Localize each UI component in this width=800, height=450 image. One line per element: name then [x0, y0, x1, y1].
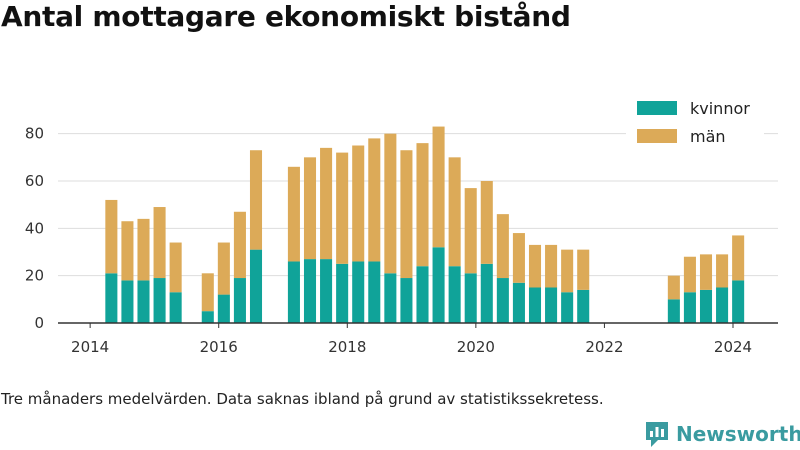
- legend-swatch: [637, 101, 677, 115]
- bar-kvinnor: [732, 280, 745, 323]
- bar-kvinnor: [201, 311, 214, 323]
- chart-title: Antal mottagare ekonomiskt bistånd: [1, 0, 571, 33]
- bar-man: [577, 249, 590, 290]
- brand-logo: Newsworthy: [644, 420, 800, 448]
- bar-kvinnor: [137, 280, 150, 323]
- bar-man: [303, 157, 317, 260]
- bar-man: [448, 157, 461, 267]
- bar-man: [336, 152, 349, 264]
- y-tick-label: 60: [25, 172, 44, 190]
- x-tick-label: 2022: [585, 338, 623, 356]
- bar-man: [320, 147, 333, 260]
- bar-man: [512, 233, 525, 283]
- bar-kvinnor: [303, 259, 317, 323]
- bar-man: [400, 150, 413, 279]
- bar-man: [732, 235, 745, 281]
- legend: kvinnor män: [626, 94, 764, 156]
- bar-kvinnor: [480, 263, 493, 323]
- bar-man: [287, 166, 300, 262]
- y-tick-label: 20: [25, 267, 44, 285]
- bar-kvinnor: [528, 287, 542, 323]
- bar-man: [667, 275, 680, 300]
- x-tick-label: 2016: [200, 338, 238, 356]
- brand-name: Newsworthy: [676, 422, 800, 446]
- bar-man: [233, 211, 246, 279]
- bar-man: [480, 181, 493, 264]
- axes: 0 20 40 60 80 2014 2016 2018 2020 2022 2024: [25, 125, 778, 356]
- bar-man: [545, 244, 558, 288]
- bar-kvinnor: [217, 294, 230, 323]
- bar-man: [464, 188, 477, 274]
- legend-label: män: [690, 127, 726, 146]
- bar-man: [716, 254, 729, 288]
- legend-label: kvinnor: [690, 99, 750, 118]
- bar-man: [137, 218, 150, 281]
- x-tick-label: 2018: [328, 338, 366, 356]
- bar-man: [201, 273, 214, 312]
- x-tick-label: 2024: [714, 338, 752, 356]
- bar-kvinnor: [577, 289, 590, 323]
- bar-kvinnor: [416, 266, 429, 323]
- bar-man: [699, 254, 713, 290]
- bar-kvinnor: [169, 292, 182, 323]
- y-tick-label: 80: [25, 125, 44, 143]
- bar-kvinnor: [153, 278, 166, 323]
- bar-man: [384, 133, 397, 274]
- bar-man: [217, 242, 230, 295]
- bar-man: [352, 145, 365, 262]
- bar-man: [121, 221, 134, 281]
- bar-kvinnor: [105, 273, 118, 323]
- bar-kvinnor: [683, 292, 696, 323]
- bar-man: [153, 207, 166, 279]
- bars: [105, 126, 745, 323]
- y-tick-label: 0: [34, 314, 44, 332]
- bar-kvinnor: [667, 299, 680, 323]
- bar-man: [496, 214, 509, 279]
- newsworthy-logo-icon: [646, 422, 668, 447]
- bar-man: [105, 199, 118, 274]
- bar-kvinnor: [512, 282, 525, 323]
- bar-kvinnor: [287, 261, 300, 323]
- bar-man: [561, 249, 574, 293]
- bar-kvinnor: [121, 280, 134, 323]
- bar-kvinnor: [716, 287, 729, 323]
- bar-man: [683, 256, 696, 293]
- y-tick-label: 40: [25, 219, 44, 237]
- legend-swatch: [637, 129, 677, 143]
- bar-kvinnor: [368, 261, 381, 323]
- bar-kvinnor: [400, 278, 413, 323]
- bar-man: [249, 150, 263, 250]
- bar-kvinnor: [432, 247, 445, 323]
- bar-man: [432, 126, 445, 248]
- bar-man: [528, 244, 542, 288]
- bar-man: [368, 138, 381, 262]
- bar-man: [169, 242, 182, 293]
- bar-kvinnor: [320, 259, 333, 323]
- bar-man: [416, 143, 429, 267]
- bar-kvinnor: [448, 266, 461, 323]
- bar-kvinnor: [561, 292, 574, 323]
- bar-kvinnor: [699, 289, 713, 323]
- x-tick-label: 2014: [71, 338, 109, 356]
- bar-kvinnor: [496, 278, 509, 323]
- bar-kvinnor: [249, 249, 263, 323]
- bar-kvinnor: [352, 261, 365, 323]
- bar-kvinnor: [464, 273, 477, 323]
- x-tick-label: 2020: [457, 338, 495, 356]
- bar-kvinnor: [545, 287, 558, 323]
- bar-kvinnor: [233, 278, 246, 323]
- bar-kvinnor: [384, 273, 397, 323]
- footnote: Tre månaders medelvärden. Data saknas ib…: [1, 390, 604, 408]
- bar-kvinnor: [336, 263, 349, 323]
